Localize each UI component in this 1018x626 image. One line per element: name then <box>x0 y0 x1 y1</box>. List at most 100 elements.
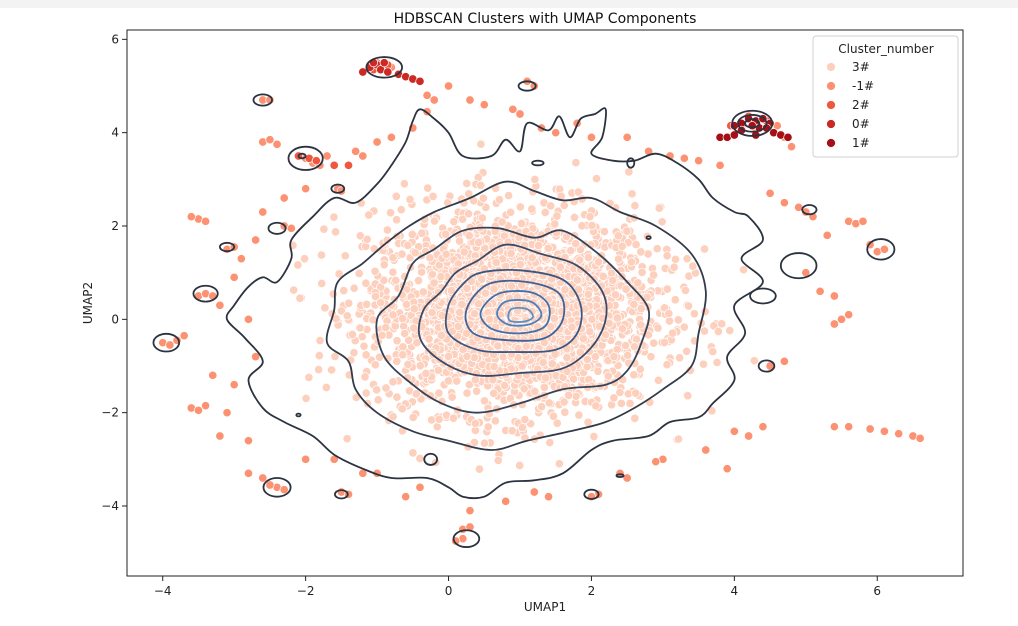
point-cluster-3 <box>543 243 553 253</box>
point-cluster-3 <box>408 448 418 458</box>
point-cluster-3 <box>549 314 559 324</box>
point-cluster-3 <box>527 204 537 214</box>
point-cluster-3 <box>404 335 414 345</box>
point-cluster-3 <box>493 455 503 466</box>
point-cluster-3 <box>483 422 493 432</box>
point-cluster-3 <box>443 376 453 386</box>
point-cluster-3 <box>612 313 622 323</box>
point-cluster-neg1 <box>515 109 525 119</box>
point-cluster-neg1 <box>243 436 254 446</box>
point-cluster-3 <box>662 360 672 370</box>
y-tick-label: 4 <box>111 126 119 140</box>
point-cluster-neg1 <box>215 300 225 310</box>
point-cluster-3 <box>646 352 656 362</box>
point-cluster-3 <box>490 416 500 426</box>
point-cluster-3 <box>544 398 554 408</box>
point-cluster-3 <box>330 227 341 237</box>
point-cluster-neg1 <box>915 433 925 443</box>
point-cluster-3 <box>668 328 678 338</box>
point-cluster-neg1 <box>401 492 411 502</box>
point-cluster-3 <box>379 260 389 270</box>
point-cluster-neg1 <box>551 128 561 138</box>
point-cluster-3 <box>654 203 664 213</box>
point-cluster-3 <box>699 244 710 254</box>
point-cluster-neg1 <box>715 160 725 170</box>
point-cluster-3 <box>479 438 490 448</box>
legend: Cluster_number 3# -1# 2# 0# 1# <box>812 35 959 158</box>
point-cluster-3 <box>603 371 613 381</box>
point-cluster-3 <box>304 372 314 382</box>
point-cluster-3 <box>708 347 718 357</box>
point-cluster-3 <box>590 351 600 362</box>
point-cluster-neg1 <box>829 319 839 329</box>
x-tick-label: 0 <box>445 584 453 598</box>
point-cluster-3 <box>688 261 698 271</box>
point-cluster-0 <box>383 67 393 77</box>
contour-level-2 <box>325 180 707 451</box>
point-cluster-3 <box>629 299 639 309</box>
x-tick-label: 4 <box>731 584 739 598</box>
point-cluster-3 <box>527 253 537 263</box>
point-cluster-3 <box>388 412 398 422</box>
y-tick-label: 0 <box>111 312 119 326</box>
point-cluster-3 <box>411 389 421 399</box>
point-cluster-3 <box>359 341 369 351</box>
legend-label: 0# <box>852 117 870 131</box>
point-cluster-3 <box>436 330 447 340</box>
point-cluster-neg1 <box>879 244 889 254</box>
point-cluster-3 <box>546 322 556 332</box>
contour-island <box>252 93 273 107</box>
point-cluster-3 <box>573 187 583 197</box>
point-cluster-neg1 <box>322 151 332 161</box>
point-cluster-3 <box>425 253 435 263</box>
point-cluster-3 <box>635 364 645 374</box>
point-cluster-3 <box>347 329 357 340</box>
point-cluster-2 <box>343 160 354 170</box>
point-cluster-3 <box>598 271 608 281</box>
point-cluster-3 <box>636 304 646 314</box>
point-cluster-3 <box>317 278 327 289</box>
point-cluster-3 <box>583 417 593 427</box>
point-cluster-neg1 <box>215 431 225 441</box>
point-cluster-3 <box>478 193 488 203</box>
point-cluster-3 <box>344 298 354 308</box>
point-cluster-3 <box>373 395 383 405</box>
point-cluster-3 <box>664 316 675 326</box>
point-cluster-neg1 <box>415 482 425 492</box>
point-cluster-3 <box>497 217 507 227</box>
point-cluster-3 <box>340 251 350 261</box>
contour-island <box>866 238 896 261</box>
point-cluster-3 <box>571 391 581 401</box>
point-cluster-3 <box>320 303 330 313</box>
point-cluster-3 <box>433 365 443 375</box>
point-cluster-neg1 <box>622 473 632 483</box>
point-cluster-3 <box>626 257 636 267</box>
point-cluster-3 <box>670 254 681 264</box>
point-cluster-3 <box>364 210 374 220</box>
point-cluster-neg1 <box>501 496 511 506</box>
point-cluster-3 <box>417 228 427 238</box>
point-cluster-3 <box>392 215 402 225</box>
point-cluster-3 <box>428 191 438 201</box>
point-cluster-neg1 <box>258 473 268 483</box>
point-cluster-3 <box>355 323 365 333</box>
point-cluster-3 <box>314 351 324 361</box>
point-cluster-3 <box>361 350 371 360</box>
point-cluster-3 <box>682 254 692 264</box>
point-cluster-3 <box>489 388 499 398</box>
contour-island <box>801 204 818 216</box>
point-cluster-3 <box>664 308 674 319</box>
point-cluster-3 <box>415 453 425 464</box>
point-cluster-3 <box>461 328 472 338</box>
point-cluster-3 <box>392 392 402 402</box>
point-cluster-3 <box>424 334 434 344</box>
point-cluster-3 <box>429 216 440 226</box>
point-cluster-3 <box>436 272 446 282</box>
point-cluster-neg1 <box>729 426 739 436</box>
point-cluster-3 <box>330 351 340 362</box>
point-cluster-3 <box>517 361 527 371</box>
point-cluster-neg1 <box>879 426 889 436</box>
point-cluster-3 <box>446 285 456 296</box>
y-tick-label: −2 <box>101 406 119 420</box>
point-cluster-3 <box>295 293 305 303</box>
